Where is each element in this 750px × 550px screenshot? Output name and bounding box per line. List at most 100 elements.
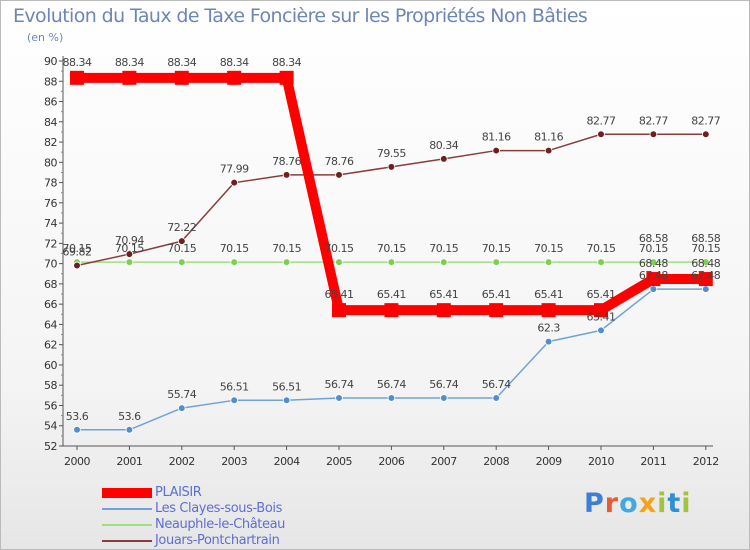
data-label: 65.41 bbox=[377, 288, 406, 301]
data-label: 56.74 bbox=[482, 378, 511, 391]
data-label: 70.15 bbox=[377, 242, 406, 255]
x-tick-label: 2002 bbox=[169, 455, 195, 468]
data-point bbox=[73, 425, 81, 434]
data-point bbox=[492, 258, 501, 266]
data-point bbox=[541, 303, 556, 318]
data-label: 68.48 bbox=[639, 257, 668, 270]
y-tick-label: 56 bbox=[44, 399, 57, 412]
x-tick-label: 2007 bbox=[431, 455, 457, 468]
data-label: 70.94 bbox=[115, 234, 144, 247]
data-point bbox=[178, 237, 186, 245]
data-point bbox=[335, 258, 343, 266]
data-point bbox=[335, 171, 343, 179]
data-point bbox=[178, 404, 186, 412]
x-tick-label: 2011 bbox=[640, 455, 666, 468]
data-label: 88.34 bbox=[167, 56, 196, 69]
data-point bbox=[125, 250, 134, 258]
x-tick-label: 2009 bbox=[536, 455, 562, 468]
y-tick-label: 58 bbox=[44, 379, 57, 392]
y-tick-label: 86 bbox=[44, 96, 57, 109]
data-point bbox=[436, 303, 451, 318]
y-tick-label: 72 bbox=[44, 237, 57, 250]
data-label: 68.58 bbox=[639, 232, 668, 245]
data-label: 78.76 bbox=[325, 155, 354, 168]
data-label: 81.16 bbox=[534, 131, 563, 144]
data-label: 55.74 bbox=[167, 388, 196, 401]
y-tick-label: 52 bbox=[44, 440, 57, 453]
data-point bbox=[387, 163, 396, 171]
data-point bbox=[335, 394, 343, 402]
data-point bbox=[282, 396, 291, 405]
data-point bbox=[230, 258, 239, 266]
data-point bbox=[227, 70, 242, 85]
data-label: 56.51 bbox=[220, 380, 249, 393]
data-label: 81.16 bbox=[482, 131, 511, 144]
data-label: 69.82 bbox=[63, 245, 92, 258]
x-tick-label: 2010 bbox=[588, 455, 614, 468]
data-point bbox=[489, 303, 504, 318]
data-point bbox=[701, 285, 710, 293]
data-label: 79.55 bbox=[377, 147, 406, 160]
data-label: 65.41 bbox=[587, 288, 616, 301]
legend-label: Neauphle-le-Château bbox=[155, 517, 286, 532]
logo-letter: x bbox=[638, 488, 658, 519]
x-tick-label: 2003 bbox=[221, 455, 247, 468]
data-point bbox=[122, 70, 137, 85]
data-label: 88.34 bbox=[115, 56, 144, 69]
data-label: 68.58 bbox=[691, 232, 720, 245]
data-label: 88.34 bbox=[63, 56, 92, 69]
data-point bbox=[387, 258, 396, 266]
legend-swatch bbox=[102, 508, 152, 510]
data-label: 53.6 bbox=[66, 410, 89, 423]
data-point bbox=[544, 337, 553, 346]
x-tick-label: 2000 bbox=[64, 455, 90, 468]
data-label: 70.15 bbox=[167, 242, 196, 255]
legend-label: Jouars-Pontchartrain bbox=[155, 533, 280, 548]
data-label: 70.15 bbox=[115, 242, 144, 255]
y-tick-label: 84 bbox=[44, 116, 57, 129]
logo-letter: P bbox=[584, 488, 605, 519]
data-point bbox=[646, 272, 661, 287]
data-point bbox=[178, 258, 186, 266]
data-point bbox=[70, 70, 84, 85]
y-tick-label: 90 bbox=[44, 55, 57, 68]
data-label: 65.41 bbox=[482, 288, 511, 301]
data-label: 70.15 bbox=[587, 242, 616, 255]
legend-swatch bbox=[102, 488, 152, 498]
data-label: 56.74 bbox=[429, 378, 458, 391]
data-point bbox=[701, 130, 710, 139]
data-label: 56.74 bbox=[377, 378, 406, 391]
data-point bbox=[230, 396, 239, 405]
y-tick-label: 70 bbox=[44, 258, 57, 271]
x-tick-label: 2012 bbox=[693, 455, 719, 468]
legend-swatch bbox=[102, 540, 152, 542]
data-point bbox=[701, 258, 710, 266]
data-point bbox=[492, 394, 501, 402]
data-point bbox=[594, 303, 608, 318]
data-point bbox=[439, 258, 448, 266]
data-point bbox=[384, 303, 399, 318]
data-label: 68.48 bbox=[691, 257, 720, 270]
data-label: 56.74 bbox=[325, 378, 354, 391]
y-tick-label: 82 bbox=[44, 136, 57, 149]
data-label: 65.41 bbox=[325, 288, 354, 301]
y-tick-label: 68 bbox=[44, 278, 57, 291]
x-tick-label: 2005 bbox=[326, 455, 352, 468]
data-label: 53.6 bbox=[118, 410, 141, 423]
data-point bbox=[387, 394, 396, 402]
data-label: 82.77 bbox=[587, 114, 616, 127]
data-label: 70.15 bbox=[639, 242, 668, 255]
logo-letter: r bbox=[604, 488, 620, 519]
data-label: 72.22 bbox=[167, 221, 196, 234]
data-point bbox=[649, 285, 658, 293]
y-tick-label: 74 bbox=[44, 217, 57, 230]
data-label: 65.41 bbox=[429, 288, 458, 301]
logo-letter: i bbox=[657, 488, 668, 519]
data-point bbox=[698, 272, 713, 287]
x-tick-label: 2006 bbox=[378, 455, 404, 468]
chart-title: Evolution du Taux de Taxe Foncière sur l… bbox=[13, 5, 588, 27]
data-point bbox=[597, 130, 605, 139]
data-point bbox=[230, 178, 239, 187]
data-point bbox=[544, 258, 553, 266]
